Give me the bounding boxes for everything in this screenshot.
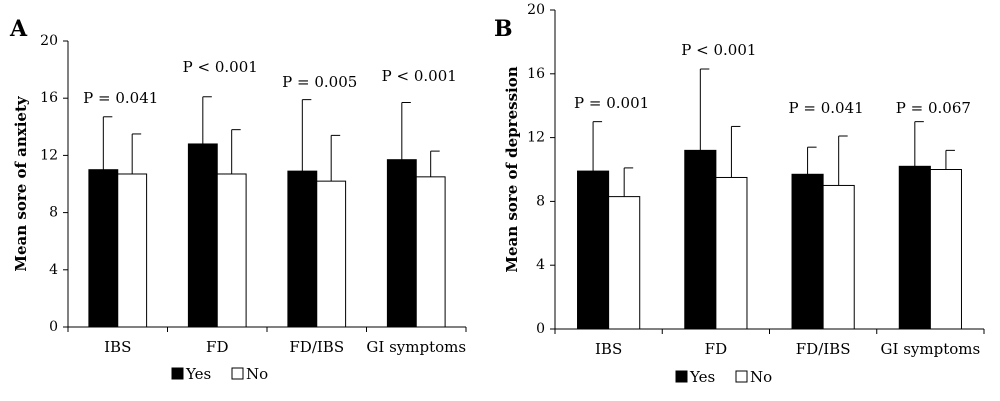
bar-yes	[577, 170, 610, 330]
y-tick-label: 16	[527, 66, 545, 82]
x-tick-label: IBS	[595, 340, 622, 358]
bar-no	[316, 180, 347, 328]
bar-no	[608, 196, 641, 330]
panel-letter: B	[494, 16, 513, 42]
x-tick-label: FD	[705, 340, 727, 358]
legend-swatch-no	[735, 370, 748, 383]
y-tick-label: 4	[536, 257, 545, 273]
panel-a: A Mean sore of anxiety 0 4 8 12 16 20 IBS P = 0.0…	[9, 16, 467, 383]
p-value-annotation: P = 0.005	[282, 73, 357, 91]
bar-yes	[791, 173, 824, 330]
legend-label-no: No	[246, 365, 268, 383]
bar-no	[929, 169, 962, 330]
bar-no	[822, 184, 855, 330]
bar-no	[715, 176, 748, 330]
bar-yes	[684, 149, 717, 330]
y-tick-label: 4	[49, 262, 58, 278]
bar-yes	[898, 165, 931, 330]
legend-swatch-yes	[171, 367, 184, 380]
bar-no	[415, 176, 446, 328]
legend-label-no: No	[750, 368, 772, 386]
bar-yes	[88, 169, 119, 328]
p-value-annotation: P < 0.001	[681, 41, 756, 59]
y-tick-label: 8	[536, 193, 545, 209]
y-tick-label: 8	[49, 205, 58, 221]
y-tick-label: 0	[49, 319, 58, 335]
bar-no	[216, 173, 247, 328]
legend-label-yes: Yes	[185, 365, 211, 383]
y-tick-label: 12	[527, 130, 545, 146]
legend-label-yes: Yes	[689, 368, 715, 386]
y-tick-label: 20	[40, 33, 58, 49]
panel-b: B Mean sore of depression 0 4 8 12 16 20 IBS P = …	[494, 2, 985, 386]
legend-swatch-yes	[675, 370, 688, 383]
p-value-annotation: P = 0.067	[896, 99, 971, 117]
p-value-annotation: P = 0.041	[789, 99, 864, 117]
x-tick-label: GI symptoms	[366, 338, 466, 356]
x-tick-label: IBS	[104, 338, 131, 356]
bar-yes	[386, 159, 417, 328]
bar-no	[117, 173, 148, 328]
legend-swatch-no	[231, 367, 244, 380]
p-value-annotation: P = 0.041	[83, 89, 158, 107]
p-value-annotation: P = 0.001	[574, 94, 649, 112]
y-tick-label: 20	[527, 2, 545, 18]
y-tick-label: 12	[40, 147, 58, 163]
y-tick-label: 16	[40, 90, 58, 106]
x-tick-label: FD/IBS	[289, 338, 344, 356]
y-tick-label: 0	[536, 321, 545, 337]
panel-letter: A	[9, 16, 28, 42]
y-axis-label: Mean sore of anxiety	[12, 95, 30, 272]
p-value-annotation: P < 0.001	[183, 58, 258, 76]
x-tick-label: FD/IBS	[796, 340, 851, 358]
bar-yes	[187, 143, 218, 328]
x-tick-label: FD	[206, 338, 228, 356]
p-value-annotation: P < 0.001	[382, 67, 457, 85]
x-tick-label: GI symptoms	[881, 340, 981, 358]
y-axis-label: Mean sore of depression	[503, 66, 521, 272]
bar-yes	[287, 170, 318, 328]
